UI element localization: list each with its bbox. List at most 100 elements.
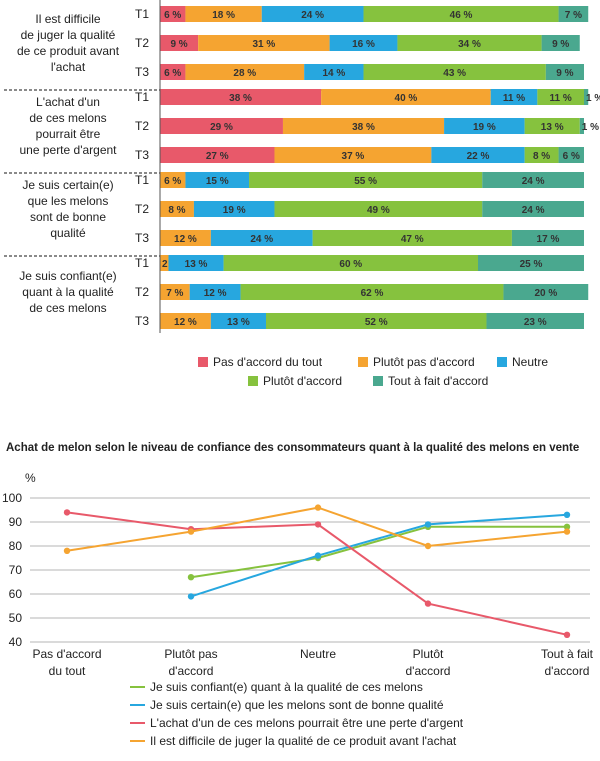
bar-value-label: 19 % (223, 205, 246, 216)
bar-value-label: 6 % (164, 68, 181, 79)
legend-label: Il est difficile de juger la qualité de … (150, 734, 457, 748)
legend-swatch (373, 376, 383, 386)
bar-value-label: 37 % (342, 151, 365, 162)
series-line (190, 525, 567, 579)
bar-value-label: 9 % (556, 68, 573, 79)
question-label: Je suis confiant(e) (19, 269, 116, 283)
bar-value-label: 9 % (552, 39, 569, 50)
data-point (314, 552, 322, 559)
bar-segment (321, 89, 491, 105)
stacked-bar-chart: Il est difficile de juger la qualité de ce… (4, 0, 600, 388)
row-label: T2 (135, 285, 149, 299)
bar-value-label: 24 % (301, 10, 324, 21)
question-label: de ces melons (29, 111, 106, 125)
bar-segment (185, 172, 250, 188)
bar-segment (541, 35, 580, 51)
bar-value-label: 8 % (533, 151, 550, 162)
bar-segment (160, 201, 194, 217)
series-line (190, 513, 568, 598)
bar-segment (274, 147, 432, 163)
bar-segment (160, 255, 169, 271)
bar-value-label: 13 % (185, 259, 208, 270)
bar-segment (486, 313, 584, 329)
x-tick-label: d'accord (169, 664, 214, 678)
bar-segment (397, 35, 542, 51)
series-line (66, 506, 568, 552)
row-label: T3 (135, 65, 149, 79)
data-point (563, 528, 571, 535)
bar-value-label: 22 % (467, 151, 490, 162)
x-tick-label: Plutôt (413, 647, 444, 661)
data-point (314, 521, 322, 528)
legend-swatch (497, 357, 507, 367)
bar-value-label: 11 % (550, 93, 572, 104)
data-point (424, 521, 432, 528)
bar-segment (482, 172, 584, 188)
series-line (66, 511, 568, 636)
bar-segment (266, 313, 487, 329)
row-label: T1 (135, 7, 149, 21)
question-label: qualité (50, 226, 86, 240)
bar-value-label: 24 % (522, 176, 545, 187)
bar-segment (329, 35, 398, 51)
question-label: sont de bonne (30, 210, 106, 224)
bar-value-label: 60 % (339, 259, 362, 270)
x-tick-label: du tout (49, 664, 86, 678)
bar-value-label: 12 % (204, 288, 227, 299)
bar-segment (511, 230, 584, 246)
row-label: T1 (135, 256, 149, 270)
question-label: pourrait être (36, 127, 101, 141)
bar-value-label: 9 % (170, 39, 187, 50)
bar-value-label: 13 % (541, 122, 564, 133)
bar-segment (210, 230, 313, 246)
legend-label: L'achat d'un de ces melons pourrait être… (150, 716, 464, 730)
bar-segment (579, 118, 584, 134)
question-label: Il est difficile (35, 12, 100, 26)
bar-value-label: 6 % (164, 10, 181, 21)
row-label: T1 (135, 90, 149, 104)
bar-segment (160, 172, 186, 188)
row-label: T1 (135, 173, 149, 187)
data-point (563, 631, 571, 638)
bar-value-label: 20 % (534, 288, 557, 299)
bar-value-label: 27 % (206, 151, 229, 162)
legend-label: Je suis confiant(e) quant à la qualité d… (150, 680, 423, 694)
bar-segment (189, 284, 241, 300)
x-tick-label: Neutre (300, 647, 336, 661)
bar-segment (558, 147, 584, 163)
question-label: de ces melons (29, 301, 106, 315)
row-label: T2 (135, 119, 149, 133)
chart-title: Achat de melon selon le niveau de confia… (6, 442, 579, 454)
row-label: T2 (135, 202, 149, 216)
bar-segment (160, 284, 190, 300)
bar-value-label: 24 % (522, 205, 545, 216)
question-label: de ce produit avant (17, 44, 120, 58)
bar-segment (304, 64, 364, 80)
legend-label: Je suis certain(e) que les melons sont d… (150, 698, 444, 712)
data-point (187, 593, 195, 600)
bar-value-label: 1 % (586, 93, 600, 104)
bar-value-label: 46 % (450, 10, 473, 21)
data-point (63, 509, 71, 516)
row-label: T2 (135, 36, 149, 50)
question-label: que les melons (28, 194, 109, 208)
bar-segment (261, 6, 364, 22)
y-axis-unit: % (25, 471, 36, 485)
bar-value-label: 34 % (458, 39, 481, 50)
bar-segment (198, 35, 330, 51)
y-tick-label: 60 (9, 587, 23, 601)
bar-value-label: 6 % (563, 151, 580, 162)
data-point (187, 528, 195, 535)
bar-segment (503, 284, 589, 300)
legend-label: Plutôt d'accord (263, 374, 342, 388)
bar-segment (558, 6, 589, 22)
bar-segment (363, 64, 546, 80)
bar-value-label: 14 % (322, 68, 345, 79)
x-tick-label: Plutôt pas (164, 647, 217, 661)
bar-value-label: 55 % (354, 176, 377, 187)
bar-segment (537, 89, 584, 105)
bar-value-label: 16 % (352, 39, 375, 50)
y-tick-label: 40 (9, 635, 23, 649)
bar-segment (160, 89, 322, 105)
bar-segment (545, 64, 584, 80)
